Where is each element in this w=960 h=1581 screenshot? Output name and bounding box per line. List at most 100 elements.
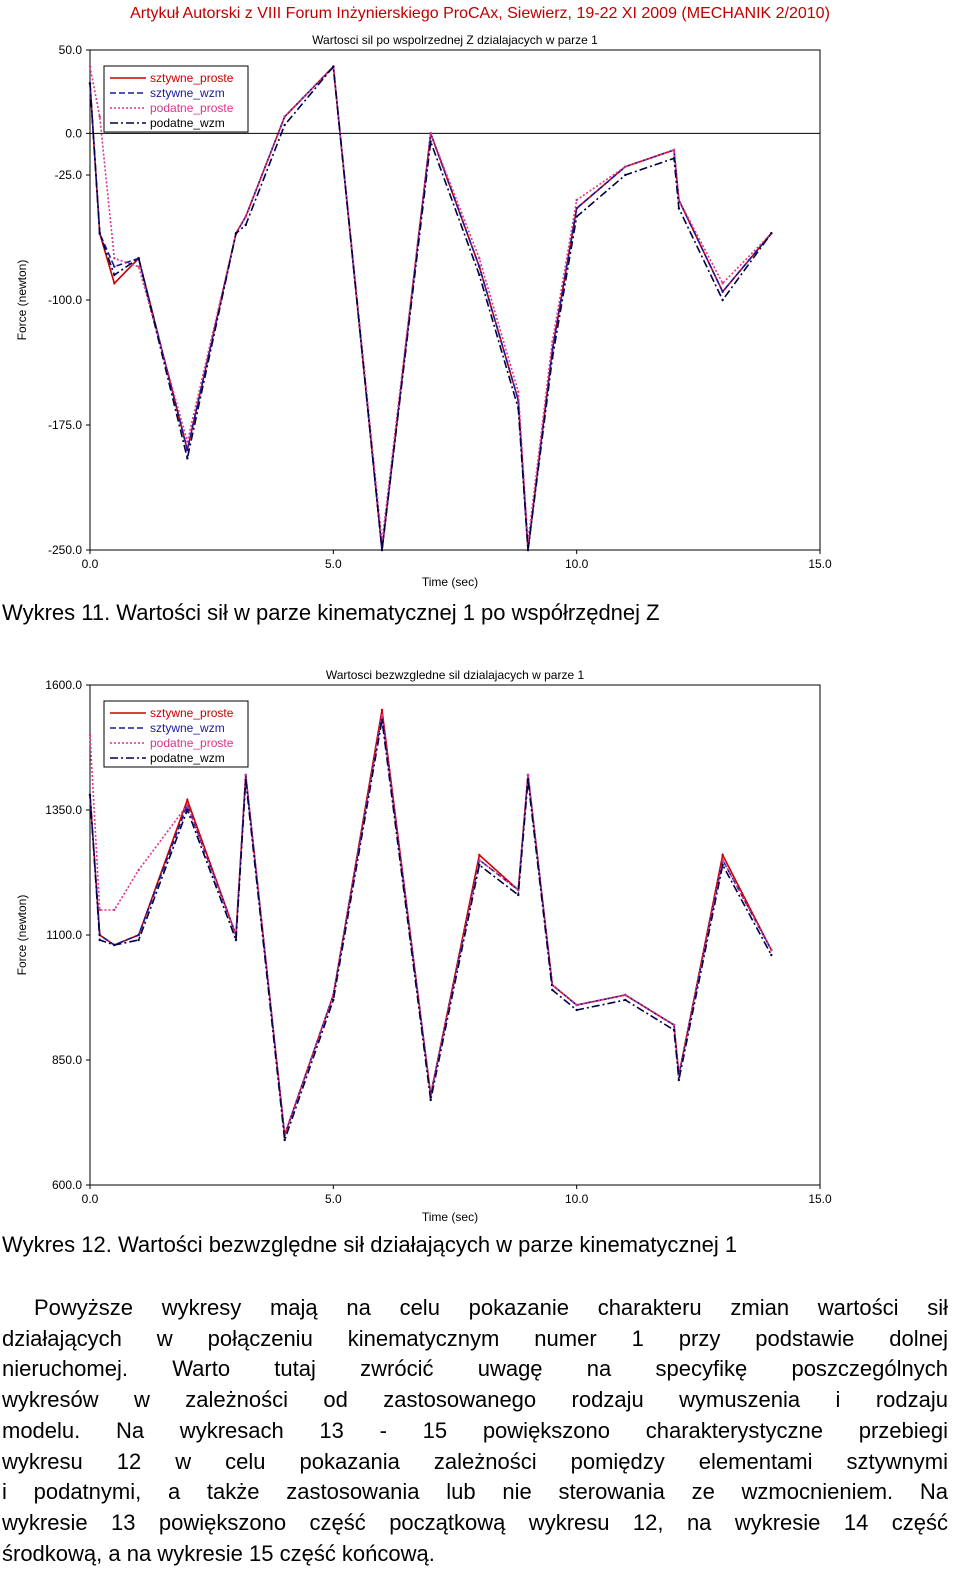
page-header: Artykuł Autorski z VIII Forum Inżyniersk…	[130, 5, 830, 22]
data-point	[113, 908, 116, 912]
data-point	[526, 778, 530, 782]
data-point	[677, 1078, 681, 1082]
legend-label: podatne_wzm	[150, 116, 225, 130]
data-point	[672, 148, 676, 152]
legend-label: podatne_proste	[150, 736, 234, 750]
x-tick-label: 10.0	[565, 1192, 589, 1206]
data-point	[517, 888, 520, 892]
data-point	[88, 733, 92, 737]
y-tick-label: 600.0	[52, 1178, 82, 1192]
data-point	[478, 863, 481, 867]
data-point	[672, 1028, 676, 1032]
data-point	[478, 858, 481, 862]
data-point	[770, 953, 773, 957]
data-point	[429, 132, 432, 135]
paragraph-line: i podatnymi, a także zastosowania lub ni…	[2, 1479, 948, 1505]
data-point	[244, 223, 247, 227]
data-point	[137, 933, 140, 937]
y-tick-label: -100.0	[48, 293, 82, 307]
paragraph-line: wykresu 12 w celu pokazania zależności p…	[2, 1448, 948, 1474]
data-point	[137, 265, 140, 268]
force-magnitude-chart: Wartosci bezwzgledne sil dzialajacych w …	[15, 668, 832, 1224]
data-point	[575, 215, 578, 218]
data-point	[624, 165, 627, 168]
legend-box	[103, 65, 249, 133]
legend-label: sztywne_wzm	[150, 86, 225, 100]
legend-label: sztywne_wzm	[150, 721, 225, 735]
data-point	[624, 993, 627, 997]
data-point	[88, 65, 92, 68]
data-point	[244, 773, 247, 777]
data-point	[526, 548, 530, 552]
x-tick-label: 5.0	[325, 557, 342, 571]
series-line-sztywne_wzm	[89, 714, 773, 1136]
data-point	[551, 357, 554, 360]
data-point	[113, 257, 116, 260]
data-point	[721, 282, 724, 285]
data-point	[137, 938, 140, 942]
data-point	[380, 713, 384, 717]
data-point	[186, 457, 189, 460]
data-point	[137, 868, 140, 872]
paragraph-line: środkową, a na wykresie 15 część końcową…	[2, 1540, 435, 1566]
data-point	[721, 858, 724, 862]
data-point	[88, 793, 92, 797]
data-point	[186, 803, 189, 807]
data-point	[551, 988, 554, 992]
body-paragraph: Powyższe wykresy mają na celu pokazanie …	[2, 1293, 948, 1569]
data-point	[283, 123, 286, 127]
data-point	[98, 115, 101, 118]
data-point	[332, 998, 335, 1002]
data-point	[234, 232, 238, 235]
x-axis-label: Time (sec)	[422, 1210, 478, 1224]
data-point	[113, 265, 116, 268]
data-point	[88, 82, 92, 85]
x-axis-label: Time (sec)	[422, 575, 478, 589]
data-point	[332, 65, 335, 68]
data-point	[186, 808, 189, 812]
y-tick-label: -175.0	[48, 418, 82, 432]
data-point	[575, 1008, 578, 1012]
data-point	[478, 257, 481, 260]
data-point	[526, 773, 530, 777]
data-point	[429, 140, 432, 143]
figure-11-caption: Wykres 11. Wartości sił w parze kinematy…	[2, 600, 660, 625]
data-point	[517, 407, 520, 410]
data-point	[234, 938, 238, 942]
paragraph-line: wykresie 13 powiększono część początkową…	[2, 1509, 948, 1535]
data-point	[380, 718, 384, 722]
data-point	[113, 282, 116, 285]
data-point	[672, 1023, 676, 1027]
chart-title: Wartosci bezwzgledne sil dzialajacych w …	[326, 668, 585, 682]
data-point	[517, 893, 520, 897]
paragraph-line: działających w połączeniu kinematycznym …	[2, 1325, 948, 1351]
y-tick-label: -25.0	[55, 168, 83, 182]
legend: sztywne_prostesztywne_wzmpodatne_prostep…	[103, 65, 249, 133]
y-tick-label: 0.0	[65, 126, 82, 140]
paragraph-line: nieruchomej. Warto tutaj zwrócić uwagę n…	[2, 1356, 948, 1382]
x-tick-label: 5.0	[325, 1192, 342, 1206]
data-point	[244, 215, 247, 218]
figure-12-caption: Wykres 12. Wartości bezwzględne sił dzia…	[2, 1232, 738, 1257]
data-point	[575, 1003, 578, 1007]
data-point	[575, 198, 578, 202]
data-point	[186, 440, 189, 443]
data-point	[244, 778, 247, 782]
data-point	[721, 853, 724, 857]
data-point	[624, 173, 627, 177]
data-point	[770, 232, 773, 235]
data-point	[624, 998, 627, 1002]
data-point	[113, 273, 116, 277]
data-point	[98, 938, 101, 942]
y-axis-label: Force (newton)	[15, 895, 29, 976]
x-tick-label: 15.0	[808, 1192, 832, 1206]
x-tick-label: 0.0	[82, 1192, 99, 1206]
data-point	[98, 232, 101, 235]
y-axis-label: Force (newton)	[15, 260, 29, 341]
data-point	[517, 390, 520, 393]
paragraph-line: wykresów w zależności od zastosowanego r…	[2, 1387, 948, 1413]
series-line-podatne_wzm	[89, 64, 772, 551]
data-point	[429, 1098, 432, 1102]
data-point	[186, 798, 189, 802]
legend-label: sztywne_proste	[150, 71, 234, 85]
